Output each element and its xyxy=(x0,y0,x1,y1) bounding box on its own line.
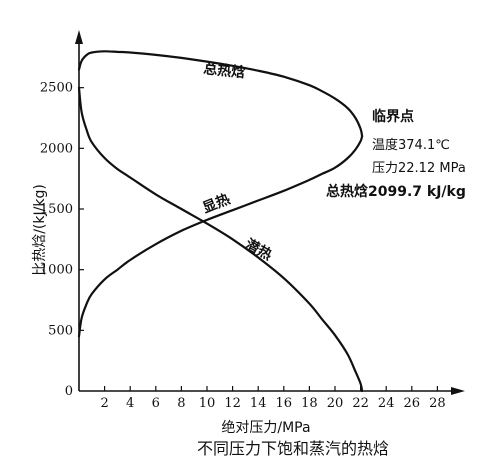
sensible-heat-curve xyxy=(77,135,364,338)
x-tick-label: 2 xyxy=(100,396,108,411)
critical-point-pressure: 压力22.12 MPa xyxy=(372,161,466,176)
y-tick-label: 1500 xyxy=(40,202,73,217)
critical-point-temperature: 温度374.1℃ xyxy=(372,137,450,153)
x-ticks: 2 4 6 8 10 12 14 16 18 20 22 24 26 28 xyxy=(100,386,446,411)
x-axis-arrow xyxy=(451,387,465,395)
critical-point-title: 临界点 xyxy=(372,108,414,125)
x-tick-label: 4 xyxy=(126,396,134,411)
x-tick-label: 28 xyxy=(429,396,446,411)
latent-heat-curve xyxy=(77,86,364,393)
x-tick-label: 14 xyxy=(250,396,267,411)
x-tick-label: 26 xyxy=(404,396,421,411)
y-tick-label: 0 xyxy=(65,384,73,399)
x-tick-label: 22 xyxy=(352,396,369,411)
series-label-latent: 潜热 xyxy=(242,236,275,264)
x-tick-label: 10 xyxy=(199,396,216,411)
x-tick-label: 12 xyxy=(224,396,241,411)
x-tick-label: 8 xyxy=(177,396,185,411)
y-axis-arrow xyxy=(75,30,83,44)
critical-point-enthalpy: 总热焓2099.7 kJ/kg xyxy=(326,183,466,200)
x-axis-title: 绝对压力/MPa xyxy=(221,420,310,436)
series-label-total: 总热焓 xyxy=(203,60,247,81)
y-tick-label: 500 xyxy=(48,323,73,338)
y-tick-label: 2500 xyxy=(40,81,73,96)
x-tick-label: 20 xyxy=(327,396,344,411)
y-tick-label: 1000 xyxy=(40,263,73,278)
x-tick-label: 6 xyxy=(152,396,160,411)
total-enthalpy-curve xyxy=(77,50,364,138)
curves xyxy=(77,50,364,393)
y-tick-label: 2000 xyxy=(40,141,73,156)
x-tick-label: 18 xyxy=(301,396,318,411)
x-tick-label: 16 xyxy=(276,396,293,411)
y-ticks: 0 500 1000 1500 2000 2500 xyxy=(40,81,84,399)
x-tick-label: 24 xyxy=(378,396,395,411)
chart-caption: 不同压力下饱和蒸汽的热焓 xyxy=(197,439,389,458)
y-axis-title: 比热焓/(kJ/kg) xyxy=(32,184,48,276)
